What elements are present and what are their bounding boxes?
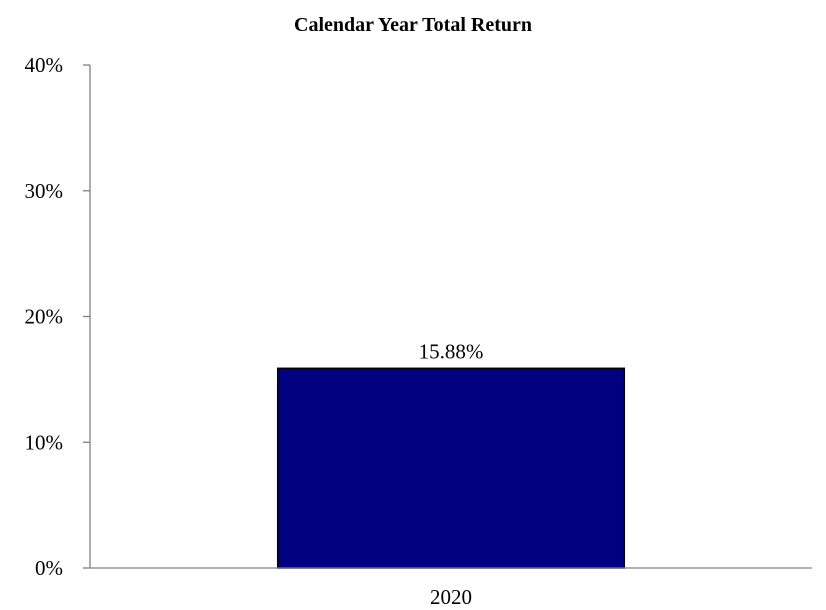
chart-title: Calendar Year Total Return (294, 14, 532, 36)
bar (276, 367, 626, 569)
y-tick-label: 0% (35, 556, 63, 580)
x-axis: 2020 (90, 567, 812, 609)
y-tick-label: 20% (25, 305, 64, 329)
bar-data-label: 15.88% (419, 339, 484, 363)
bars: 15.88% (276, 339, 626, 569)
y-tick-label: 10% (25, 430, 64, 454)
y-tick-label: 40% (25, 53, 64, 77)
x-tick-label: 2020 (430, 585, 472, 609)
y-tick-label: 30% (25, 179, 64, 203)
y-axis: 0% 10% 20% 30% 40% (25, 53, 91, 580)
